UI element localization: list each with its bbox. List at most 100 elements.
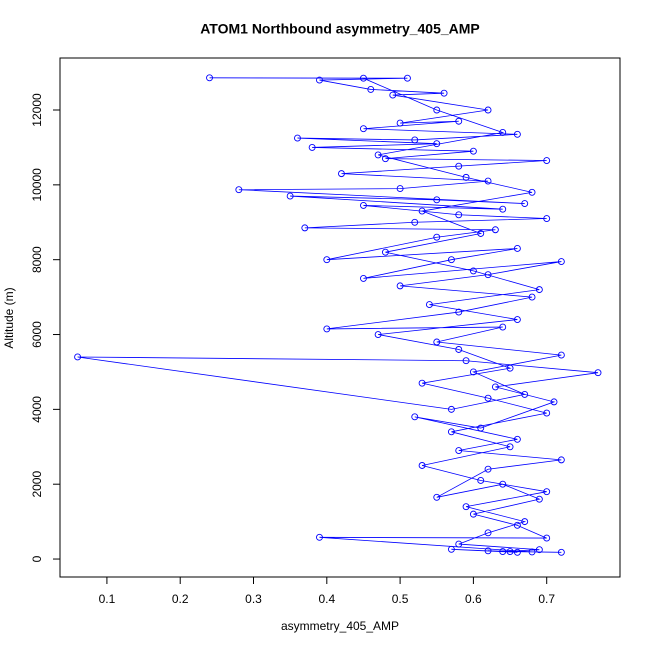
- data-point: [403, 74, 411, 82]
- data-point: [535, 495, 543, 503]
- data-point: [484, 271, 492, 279]
- data-point: [557, 548, 565, 556]
- data-point: [316, 533, 323, 541]
- data-point: [550, 398, 558, 406]
- data-point: [462, 503, 470, 511]
- data-point: [301, 224, 309, 232]
- data-point: [323, 256, 331, 264]
- data-point: [360, 274, 367, 282]
- data-point: [469, 368, 477, 376]
- x-axis-label: asymmetry_405_AMP: [281, 619, 399, 633]
- x-tick-label: 0.7: [538, 592, 555, 606]
- data-point: [513, 548, 521, 556]
- data-point: [499, 129, 507, 136]
- data-point: [338, 170, 345, 178]
- data-point: [396, 185, 404, 193]
- y-tick-label: 4000: [30, 396, 44, 423]
- data-point: [506, 548, 514, 556]
- data-point: [557, 351, 565, 359]
- y-tick-label: 12000: [30, 93, 44, 127]
- data-point: [360, 74, 367, 82]
- data-point: [484, 394, 492, 402]
- plot-frame: [59, 57, 621, 578]
- data-point: [433, 338, 441, 346]
- data-point: [594, 369, 602, 377]
- data-point: [455, 540, 463, 548]
- x-tick-label: 0.1: [99, 592, 116, 606]
- data-point: [513, 245, 521, 252]
- data-point: [469, 147, 477, 155]
- data-point: [543, 409, 551, 417]
- data-point: [521, 200, 529, 208]
- data-point: [484, 177, 492, 185]
- data-point: [543, 157, 551, 164]
- data-point: [484, 465, 492, 473]
- data-point: [374, 151, 382, 159]
- data-point: [447, 256, 455, 264]
- data-point: [469, 267, 477, 275]
- data-point: [381, 155, 389, 163]
- data-point: [543, 488, 551, 496]
- data-point: [499, 205, 507, 213]
- data-point: [477, 230, 485, 237]
- data-point: [513, 130, 521, 138]
- data-point: [440, 89, 448, 97]
- data-point: [308, 143, 316, 151]
- data-point: [455, 117, 463, 125]
- data-point: [389, 91, 397, 99]
- data-point: [418, 379, 426, 387]
- data-point: [294, 134, 301, 142]
- data-point: [491, 226, 499, 234]
- data-point: [425, 301, 433, 309]
- data-point: [521, 390, 529, 398]
- data-point: [418, 462, 426, 469]
- data-point: [411, 218, 419, 226]
- data-point: [447, 428, 455, 436]
- data-point: [381, 248, 389, 256]
- data-point: [528, 548, 536, 556]
- data-point: [367, 85, 375, 93]
- data-point: [499, 323, 507, 331]
- data-point: [535, 546, 543, 554]
- data-point: [396, 119, 404, 127]
- data-point: [433, 233, 441, 241]
- y-tick-label: 10000: [30, 168, 44, 202]
- data-point: [528, 293, 536, 301]
- data-point: [455, 308, 463, 316]
- data-point: [433, 106, 441, 114]
- data-point: [557, 258, 565, 266]
- data-point: [455, 162, 463, 170]
- data-point: [396, 282, 404, 290]
- data-point: [557, 456, 565, 464]
- chart-title: ATOM1 Northbound asymmetry_405_AMP: [200, 21, 480, 37]
- data-point: [411, 136, 419, 144]
- data-point: [528, 188, 536, 196]
- data-point: [499, 480, 507, 488]
- data-point: [74, 353, 82, 361]
- y-tick-label: 0: [30, 555, 44, 562]
- x-tick-label: 0.6: [465, 592, 482, 606]
- data-point: [535, 286, 543, 294]
- data-line: [77, 77, 599, 553]
- data-point: [469, 510, 477, 518]
- data-point: [455, 211, 463, 219]
- data-point: [484, 529, 492, 537]
- data-point: [499, 548, 507, 556]
- data-point: [206, 74, 213, 82]
- data-point: [360, 201, 367, 209]
- x-tick-label: 0.5: [392, 592, 409, 606]
- y-axis-label: Altitude (m): [2, 287, 16, 348]
- data-point: [513, 316, 521, 324]
- data-point: [543, 215, 551, 222]
- data-point: [411, 413, 419, 421]
- data-point: [374, 331, 382, 338]
- data-point: [447, 405, 455, 413]
- x-tick-label: 0.2: [172, 592, 189, 606]
- data-point: [462, 357, 470, 365]
- x-tick-label: 0.4: [318, 592, 335, 606]
- data-point: [455, 447, 463, 454]
- data-point: [521, 518, 529, 526]
- data-point: [447, 545, 455, 553]
- data-point: [543, 534, 551, 542]
